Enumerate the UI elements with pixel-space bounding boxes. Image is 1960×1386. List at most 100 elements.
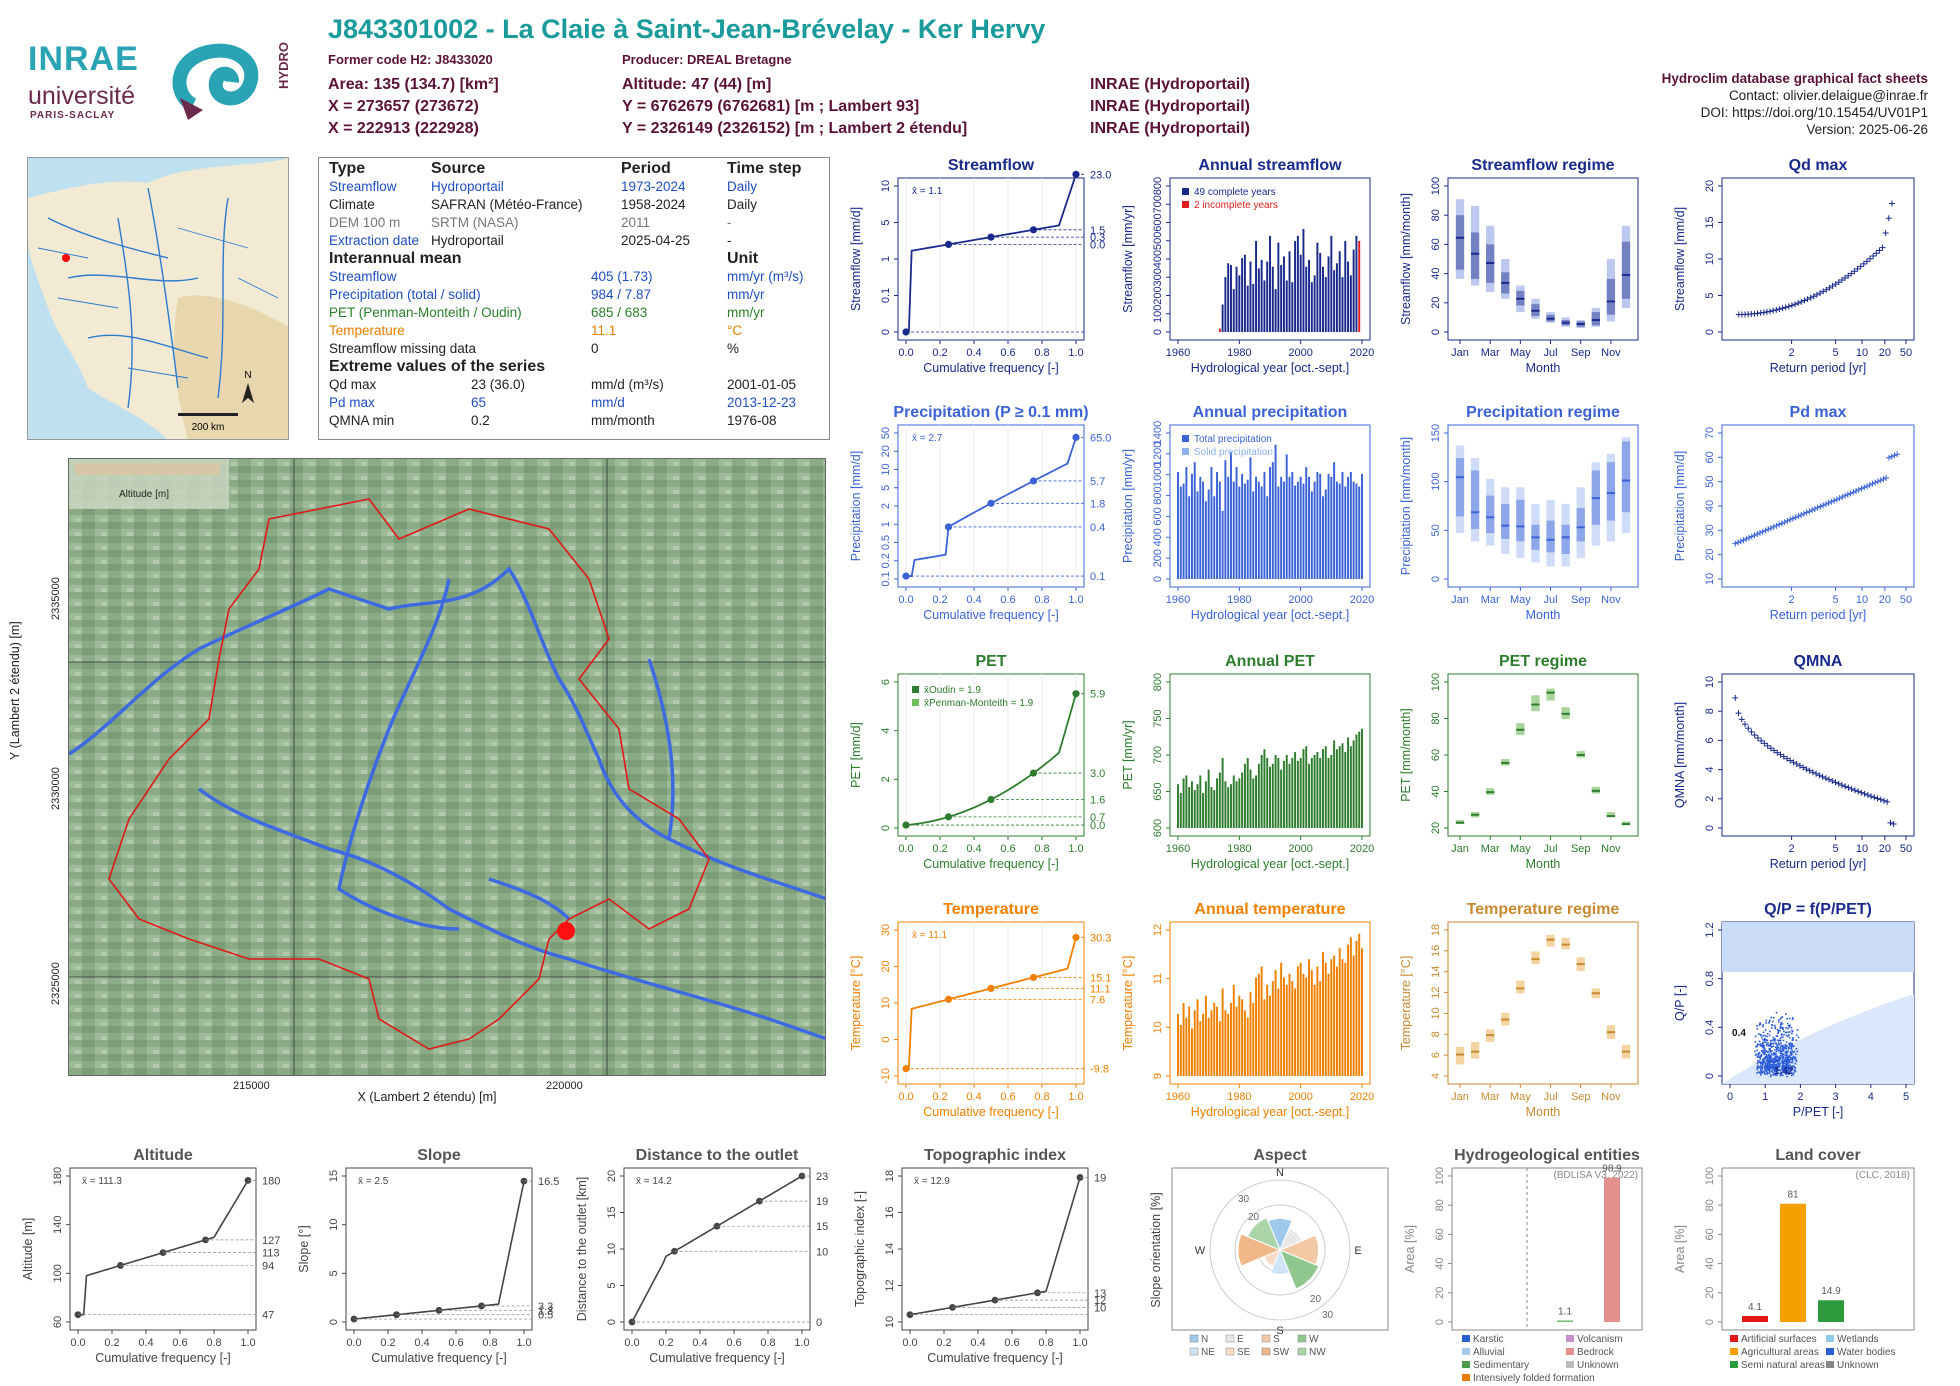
iqr-box <box>1455 458 1465 517</box>
data-point <box>1782 1049 1785 1051</box>
y-tick-label: 20 <box>1430 822 1442 834</box>
data-bar <box>1257 973 1260 1076</box>
data-point <box>1820 502 1827 509</box>
data-bar <box>1330 476 1333 579</box>
source-row-cell: Extraction date <box>329 233 420 248</box>
plot-frame <box>1447 673 1639 837</box>
iqr-box <box>1621 441 1631 513</box>
data-point <box>1759 1067 1762 1070</box>
right-tick-label: 19 <box>1094 1172 1106 1184</box>
legend-swatch <box>1189 1347 1199 1356</box>
y-tick-label: 600 <box>1152 507 1164 525</box>
mean-row-cell: mm/yr (m³/s) <box>727 269 804 284</box>
extreme-row: QMNA min 0.2 mm/month 1976-08 <box>329 412 819 430</box>
data-point <box>1784 1051 1787 1054</box>
data-point <box>1793 761 1800 768</box>
data-bar <box>1310 970 1313 1076</box>
data-point <box>1761 1072 1764 1074</box>
data-point <box>1761 1061 1764 1063</box>
data-point <box>1782 1066 1785 1069</box>
x-axis-label: P/PET [-] <box>1793 1105 1843 1119</box>
info-table: Type Source Period Time step Streamflow H… <box>318 157 830 440</box>
data-point <box>1791 1056 1794 1059</box>
data-bar <box>1202 792 1205 828</box>
y-axis-label: Streamflow [mm/month] <box>1399 193 1413 325</box>
data-bar <box>1344 240 1347 332</box>
iqr-box <box>1606 462 1616 521</box>
legend-swatch <box>1462 1361 1470 1368</box>
data-bar <box>1321 266 1324 332</box>
x-axis-label: Hydrological year [oct.-sept.] <box>1191 1105 1349 1119</box>
y-tick-label: 12 <box>884 1279 896 1291</box>
y-axis-label: Slope [°] <box>297 1225 311 1272</box>
data-bar <box>1246 285 1249 332</box>
data-bar <box>1341 471 1344 579</box>
data-point <box>1781 1068 1783 1070</box>
source-row-cell: 2011 <box>621 215 651 230</box>
mean-row-cell: 984 / 7.87 <box>591 287 652 302</box>
data-bar <box>1266 496 1269 579</box>
iqr-box <box>1486 495 1495 534</box>
legend-label: Karstic <box>1473 1334 1504 1345</box>
data-point <box>1768 1057 1771 1060</box>
col-type: Type <box>329 160 366 177</box>
x-tick-label: Jul <box>1544 594 1558 606</box>
data-bar <box>1213 496 1216 579</box>
data-point <box>1776 1049 1779 1051</box>
data-point <box>1775 1042 1777 1044</box>
range-box <box>1531 298 1540 319</box>
x-tick-label: 0.0 <box>346 1337 361 1349</box>
data-point <box>1764 1055 1767 1058</box>
data-bar <box>1207 769 1210 828</box>
data-point <box>1754 1035 1757 1038</box>
data-point <box>1760 1034 1762 1037</box>
right-tick-label: 0 <box>816 1317 822 1329</box>
y-tick-label: 40 <box>1430 267 1442 279</box>
data-point <box>1756 1049 1758 1052</box>
data-bar <box>1243 483 1246 579</box>
data-point <box>1762 1042 1764 1044</box>
data-bar <box>1338 483 1341 579</box>
data-bar <box>1255 476 1258 579</box>
data-point <box>1838 782 1845 789</box>
data-point <box>1807 294 1814 301</box>
x-l2e: X = 222913 (222928) <box>328 120 479 137</box>
data-bar <box>1310 491 1313 579</box>
data-point <box>1777 1046 1779 1048</box>
y-axis-label: Streamflow [mm/d] <box>1673 207 1687 311</box>
data-bar <box>1221 510 1224 579</box>
data-point <box>1780 1071 1783 1074</box>
data-point <box>1786 1056 1789 1059</box>
y-tick-label: 0 <box>880 1036 892 1042</box>
y-tick-label: 16 <box>884 1206 896 1218</box>
x-tick-label: 0.8 <box>1038 1337 1053 1349</box>
data-point <box>1833 496 1840 503</box>
y-tick-label: 60 <box>1704 451 1716 463</box>
north-label: N <box>244 370 251 381</box>
data-point <box>1776 1044 1779 1047</box>
data-point <box>1784 1057 1787 1059</box>
right-tick-label: 10 <box>816 1246 828 1258</box>
chart-title: Q/P = f(P/PET) <box>1764 901 1872 918</box>
data-point <box>1775 1063 1777 1066</box>
legend-label: NW <box>1309 1347 1326 1358</box>
y-tick-label: 20 <box>880 445 892 457</box>
cdf-line <box>909 1177 1081 1316</box>
y-tick-label: 40 <box>1434 1257 1446 1269</box>
altitude-legend-title: Altitude [m] <box>119 489 170 500</box>
catchment-xlabel: X (Lambert 2 étendu) [m] <box>357 1090 497 1104</box>
y-tick-label: 1400 <box>1152 421 1164 445</box>
data-point <box>1779 1058 1781 1061</box>
data-bar <box>1221 757 1224 828</box>
data-point <box>1836 495 1843 502</box>
data-point <box>1842 783 1849 790</box>
data-point <box>1775 1046 1778 1049</box>
x-tick-label: May <box>1510 1091 1531 1103</box>
data-point <box>1787 1073 1790 1075</box>
data-point <box>1777 1021 1780 1023</box>
data-point <box>1772 1045 1775 1048</box>
data-point <box>1779 1029 1781 1032</box>
data-point <box>1806 767 1813 774</box>
y-tick-label: 18 <box>884 1170 896 1182</box>
data-bar <box>1338 948 1341 1076</box>
